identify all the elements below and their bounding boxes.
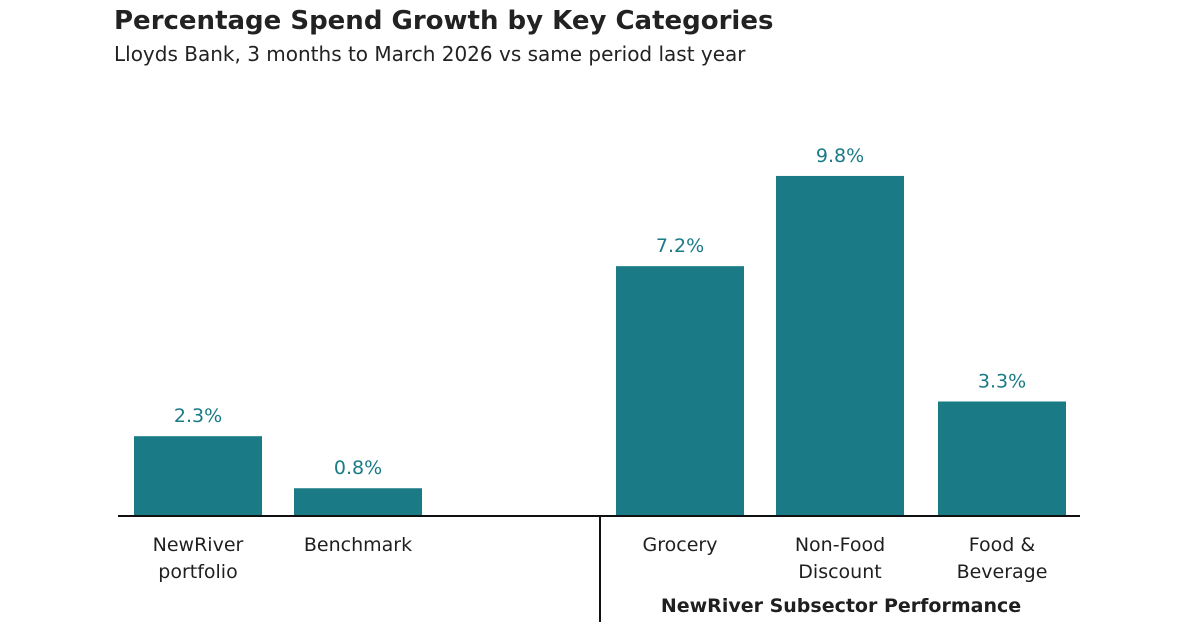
category-label-1: Benchmark bbox=[304, 534, 412, 556]
bar-2 bbox=[616, 266, 744, 516]
data-label-4: 3.3% bbox=[978, 370, 1026, 392]
bar-1 bbox=[294, 488, 422, 516]
chart-title: Percentage Spend Growth by Key Categorie… bbox=[114, 6, 774, 36]
data-label-0: 2.3% bbox=[174, 405, 222, 427]
data-label-2: 7.2% bbox=[656, 235, 704, 257]
category-label-0-line-0: NewRiver bbox=[153, 534, 244, 556]
bar-4 bbox=[938, 401, 1066, 516]
bar-3 bbox=[776, 175, 904, 516]
data-label-1: 0.8% bbox=[334, 457, 382, 479]
bar-0 bbox=[134, 436, 262, 516]
group-label-1: NewRiver Subsector Performance bbox=[661, 595, 1021, 617]
data-label-3: 9.8% bbox=[816, 145, 864, 167]
category-label-2: Grocery bbox=[643, 534, 718, 556]
chart-subtitle: Lloyds Bank, 3 months to March 2026 vs s… bbox=[114, 42, 746, 66]
category-label-4-line-0: Food & bbox=[969, 534, 1036, 556]
category-label-3-line-1: Discount bbox=[798, 561, 881, 583]
category-label-4-line-1: Beverage bbox=[957, 561, 1048, 583]
category-label-3-line-0: Non-Food bbox=[795, 534, 885, 556]
category-label-0-line-1: portfolio bbox=[158, 561, 237, 583]
